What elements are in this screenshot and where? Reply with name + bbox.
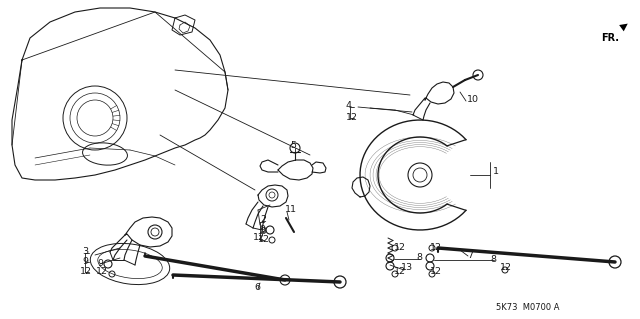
- Text: 12: 12: [430, 242, 442, 251]
- Text: 12: 12: [394, 242, 406, 251]
- Text: 4: 4: [346, 100, 352, 109]
- Text: 8: 8: [490, 256, 496, 264]
- Text: 10: 10: [467, 95, 479, 105]
- Text: 9: 9: [82, 257, 88, 266]
- Text: 12: 12: [346, 114, 358, 122]
- Text: 12: 12: [394, 268, 406, 277]
- Text: 3: 3: [82, 248, 88, 256]
- Text: 9: 9: [260, 227, 266, 236]
- Text: 5K73  M0700 A: 5K73 M0700 A: [496, 303, 559, 313]
- Text: 9: 9: [259, 226, 265, 234]
- Text: 12: 12: [258, 235, 270, 244]
- Text: 9: 9: [97, 258, 103, 268]
- Text: 12: 12: [96, 268, 108, 277]
- Text: 8: 8: [416, 254, 422, 263]
- Text: 12: 12: [80, 268, 92, 277]
- Text: 12: 12: [430, 268, 442, 277]
- Text: 6: 6: [254, 284, 260, 293]
- Text: 11: 11: [285, 205, 297, 214]
- Text: 1: 1: [493, 167, 499, 176]
- Text: 12: 12: [253, 234, 265, 242]
- Text: 5: 5: [290, 140, 296, 150]
- Text: 12: 12: [500, 263, 512, 272]
- Text: 13: 13: [401, 263, 413, 272]
- Text: FR.: FR.: [601, 33, 619, 43]
- Text: 2: 2: [260, 216, 266, 225]
- Text: 7: 7: [467, 250, 473, 259]
